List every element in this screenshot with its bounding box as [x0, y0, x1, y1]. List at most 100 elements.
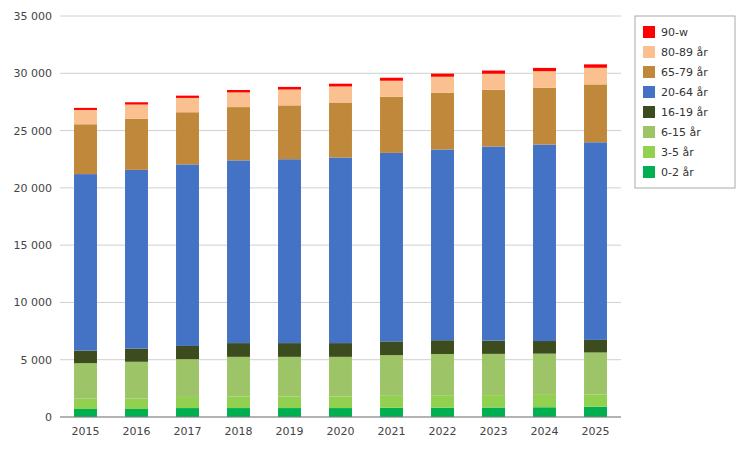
grid-line: [60, 417, 621, 418]
bar-segment: [533, 407, 556, 417]
bar-segment: [125, 409, 148, 417]
bar-segment: [380, 408, 403, 417]
bar-segment: [380, 81, 403, 97]
legend-label: 90-w: [661, 26, 688, 39]
bar-segment: [125, 362, 148, 399]
bar-segment: [584, 68, 607, 85]
bar-segment: [482, 146, 505, 340]
bar-segment: [533, 341, 556, 354]
y-tick-label: 35 000: [14, 10, 53, 23]
x-tick-label: 2023: [480, 425, 508, 438]
bar-segment: [329, 84, 352, 87]
bar-segment: [584, 407, 607, 417]
bar-segment: [380, 396, 403, 408]
bar-segment: [482, 71, 505, 74]
bar-segment: [227, 396, 250, 408]
bar-segment: [125, 398, 148, 409]
bar-segment: [584, 142, 607, 340]
bar-segment: [176, 359, 199, 397]
bar-segment: [380, 341, 403, 355]
bar-segment: [533, 88, 556, 145]
bar-segment: [278, 159, 301, 343]
bar-segment: [176, 112, 199, 164]
bar-segment: [584, 340, 607, 353]
bar-segment: [482, 90, 505, 147]
y-tick-label: 30 000: [14, 67, 53, 80]
bar-segment: [431, 354, 454, 395]
chart: 05 00010 00015 00020 00025 00030 00035 0…: [0, 0, 751, 451]
y-tick-label: 5 000: [21, 354, 53, 367]
bar-segment: [431, 74, 454, 77]
x-tick-label: 2024: [531, 425, 559, 438]
legend-swatch: [643, 46, 655, 58]
y-axis: 05 00010 00015 00020 00025 00030 00035 0…: [14, 10, 53, 424]
x-tick-label: 2020: [327, 425, 355, 438]
x-tick-label: 2025: [582, 425, 610, 438]
y-tick-label: 25 000: [14, 125, 53, 138]
bar-segment: [329, 103, 352, 158]
bar-segment: [533, 354, 556, 395]
bar-segment: [227, 343, 250, 357]
x-axis-line: [60, 417, 621, 418]
x-axis: 2015 2016 2017 2018 2019 2020 2021 2022 2023 2024…: [60, 417, 621, 438]
legend-swatch: [643, 126, 655, 138]
bar-segment: [227, 92, 250, 107]
bar-segment: [176, 98, 199, 112]
bar-segment: [329, 86, 352, 102]
bar-segment: [125, 349, 148, 362]
x-tick-label: 2017: [174, 425, 202, 438]
x-tick-label: 2018: [225, 425, 253, 438]
bar-segment: [278, 90, 301, 106]
legend-swatch: [643, 146, 655, 158]
y-tick-label: 20 000: [14, 182, 53, 195]
legend-swatch: [643, 106, 655, 118]
y-tick-label: 10 000: [14, 296, 53, 309]
legend-label: 65-79 år: [661, 66, 708, 79]
y-tick-label: 0: [45, 411, 52, 424]
bar-segment: [125, 119, 148, 170]
bar-segment: [227, 107, 250, 160]
bar-segment: [176, 96, 199, 98]
bar-segment: [278, 87, 301, 90]
x-tick-label: 2015: [72, 425, 100, 438]
bar-segment: [74, 108, 97, 110]
legend-label: 80-89 år: [661, 46, 708, 59]
bar-segment: [533, 71, 556, 88]
bar-segment: [74, 124, 97, 174]
bar-segment: [278, 396, 301, 408]
bar-segment: [380, 153, 403, 341]
bar-segment: [74, 409, 97, 417]
bar-segment: [329, 396, 352, 408]
bar-segment: [176, 164, 199, 346]
x-tick-label: 2019: [276, 425, 304, 438]
legend-swatch: [643, 166, 655, 178]
bar-segment: [176, 346, 199, 359]
bar-segment: [584, 352, 607, 394]
bar-segment: [431, 395, 454, 407]
bar-segment: [278, 343, 301, 357]
bar-segment: [431, 408, 454, 417]
bar-segment: [125, 102, 148, 104]
legend-label: 3-5 år: [661, 146, 694, 159]
x-tick-label: 2016: [123, 425, 151, 438]
bar-segment: [227, 160, 250, 343]
x-tick-label: 2022: [429, 425, 457, 438]
bars: [74, 64, 607, 417]
bar-segment: [380, 78, 403, 81]
bar-segment: [227, 357, 250, 397]
bar-segment: [533, 145, 556, 341]
bar-segment: [74, 110, 97, 124]
bar-segment: [329, 157, 352, 343]
bar-segment: [329, 408, 352, 417]
legend-label: 6-15 år: [661, 126, 701, 139]
legend-label: 16-19 år: [661, 106, 708, 119]
bar-segment: [329, 343, 352, 357]
x-tick-label: 2021: [378, 425, 406, 438]
legend-label: 0-2 år: [661, 166, 694, 179]
bar-segment: [533, 68, 556, 71]
bar-segment: [176, 397, 199, 408]
legend: 90-w 80-89 år 65-79 år 20-64 år 16-19 år 6-15…: [635, 16, 735, 188]
bar-segment: [584, 84, 607, 142]
bar-segment: [227, 90, 250, 92]
legend-label: 20-64 år: [661, 86, 708, 99]
